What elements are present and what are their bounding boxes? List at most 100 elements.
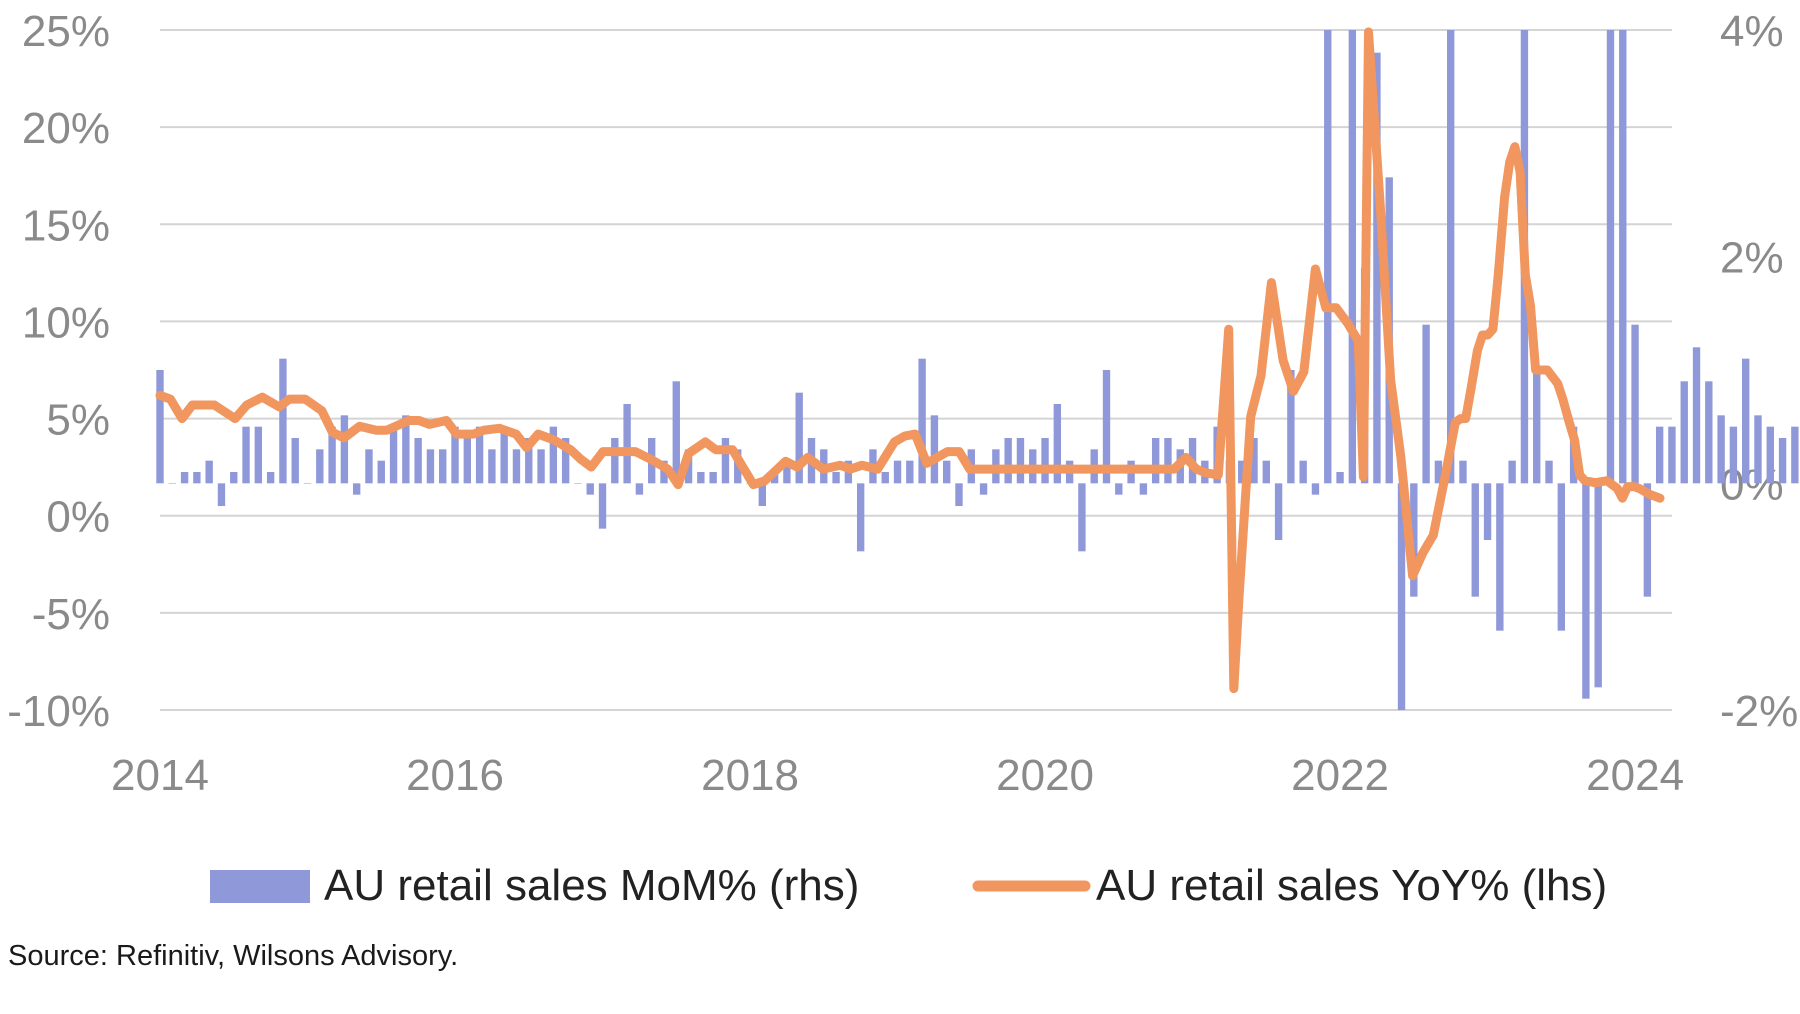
mom-bar (1754, 415, 1762, 484)
mom-bar (180, 472, 189, 484)
mom-bar (205, 460, 213, 484)
mom-bar (377, 460, 385, 484)
mom-bar (881, 472, 889, 484)
x-axis-ticks: 2014 2016 2018 2020 2022 2024 (111, 751, 1684, 800)
mom-bar (1533, 370, 1541, 484)
mom-bar (1041, 438, 1049, 484)
mom-bar (1594, 483, 1602, 688)
mom-bar (1557, 483, 1565, 631)
left-tick-label: -10% (7, 687, 110, 736)
x-tick-label: 2022 (1291, 751, 1389, 800)
mom-bar (955, 483, 963, 506)
legend-bar-swatch (210, 870, 310, 903)
mom-bar (156, 370, 164, 484)
mom-bar (1668, 426, 1676, 484)
mom-bar (316, 449, 324, 484)
mom-bar (328, 426, 336, 484)
mom-bar (549, 426, 558, 484)
mom-bar (1545, 460, 1553, 484)
yoy-line-series (155, 27, 1665, 694)
mom-bar (168, 483, 176, 484)
x-tick-label: 2014 (111, 751, 209, 800)
mom-bar (340, 415, 349, 484)
mom-bar (635, 483, 644, 495)
mom-bar (525, 438, 533, 484)
right-tick-label: -2% (1720, 687, 1798, 736)
mom-bar (451, 426, 459, 484)
mom-bar (1705, 381, 1713, 484)
mom-bar (1631, 324, 1639, 484)
mom-bar (697, 472, 705, 484)
mom-bar (758, 483, 767, 506)
mom-bar (795, 392, 803, 484)
mom-bar (1446, 30, 1455, 484)
mom-bar (893, 460, 902, 484)
mom-bar (1324, 30, 1332, 484)
mom-bar (279, 358, 287, 484)
mom-bar (500, 426, 508, 484)
mom-bar (1262, 460, 1270, 484)
mom-bar (1336, 472, 1344, 484)
yoy-line (155, 27, 1665, 694)
gridlines (160, 29, 1672, 711)
mom-bar (1373, 52, 1381, 484)
left-tick-label: 25% (22, 7, 110, 56)
mom-bar (611, 438, 619, 484)
mom-bar (1471, 483, 1479, 597)
mom-bar (352, 483, 361, 495)
mom-bar (537, 449, 545, 484)
left-tick-label: 5% (46, 396, 110, 445)
mom-bar (1766, 426, 1774, 484)
mom-bar (1655, 426, 1664, 484)
mom-bar (426, 449, 435, 484)
right-tick-label: 0% (1720, 460, 1784, 509)
legend-label-yoy: AU retail sales YoY% (lhs) (1096, 861, 1607, 910)
mom-bar (1115, 483, 1123, 495)
mom-bar (266, 472, 275, 484)
mom-bar (1717, 415, 1725, 484)
mom-bar (586, 483, 594, 495)
mom-bar (230, 472, 238, 484)
mom-bar (1483, 483, 1492, 540)
mom-bar (1508, 460, 1516, 484)
mom-bar (623, 404, 631, 484)
mom-bar (1287, 370, 1295, 484)
mom-bar (1692, 347, 1701, 484)
mom-bar (979, 483, 988, 495)
mom-bar (1102, 370, 1111, 484)
mom-bar (1496, 483, 1504, 631)
mom-bar (1729, 426, 1738, 484)
left-tick-label: 15% (22, 201, 110, 250)
mom-bar (574, 483, 582, 484)
mom-bar (303, 483, 312, 484)
mom-bar (1422, 324, 1430, 484)
mom-bar (439, 449, 447, 484)
mom-bar (242, 426, 250, 484)
mom-bar (930, 415, 939, 484)
mom-bar (193, 472, 201, 484)
mom-bar (1348, 30, 1357, 484)
mom-bar (1397, 483, 1406, 710)
mom-bar (672, 381, 680, 484)
mom-bar (1164, 438, 1172, 484)
mom-bar (389, 426, 398, 484)
mom-bar (598, 483, 607, 529)
mom-bar (1238, 460, 1246, 484)
mom-bar (1742, 358, 1750, 484)
left-tick-label: 20% (22, 104, 110, 153)
x-tick-label: 2016 (406, 751, 504, 800)
left-tick-label: 0% (46, 493, 110, 542)
mom-bar (414, 438, 422, 484)
x-tick-label: 2024 (1586, 751, 1684, 800)
mom-bar (1053, 404, 1062, 484)
mom-bar (1311, 483, 1320, 495)
mom-bar (512, 449, 521, 484)
mom-bar (1619, 30, 1627, 484)
mom-bar (1791, 426, 1799, 484)
right-tick-label: 4% (1720, 7, 1784, 56)
mom-bar (721, 438, 730, 484)
right-axis-ticks: 4% 2% 0% -2% (1720, 7, 1798, 736)
mom-bar (832, 472, 840, 484)
mom-bar (1643, 483, 1652, 597)
left-axis-ticks: 25% 20% 15% 10% 5% 0% -5% -10% (7, 7, 110, 736)
